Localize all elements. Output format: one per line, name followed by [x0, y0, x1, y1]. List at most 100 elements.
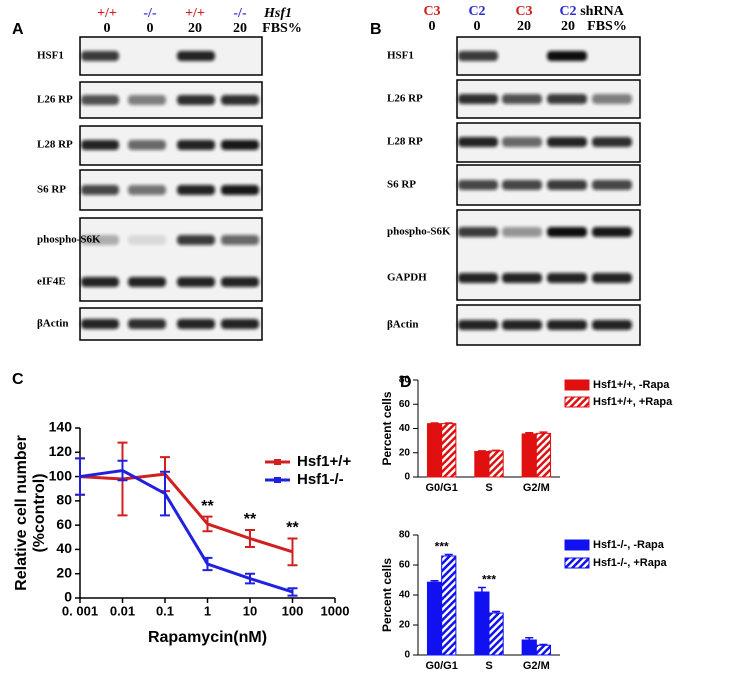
lane-group: C2	[559, 4, 576, 19]
error-bar	[202, 556, 213, 572]
y-axis-label: (%control)	[31, 473, 48, 552]
lane-group: +/+	[185, 6, 205, 21]
lane-fbs: 0	[474, 19, 481, 34]
error-bar	[430, 580, 439, 583]
blot-band	[81, 185, 119, 195]
error-bar	[245, 529, 255, 548]
blot-band	[128, 277, 166, 287]
annotation: **	[201, 498, 214, 515]
x-tick-label: S	[485, 482, 492, 494]
lane-title: shRNA	[580, 4, 624, 19]
bar	[521, 639, 537, 656]
legend-label: Hsf1+/+	[297, 453, 351, 470]
blot-band	[502, 137, 542, 147]
lane-group: -/-	[233, 6, 247, 21]
y-axis-label: Percent cells	[380, 558, 394, 632]
lane-fbs: 0	[429, 19, 436, 34]
lane-group: C3	[423, 4, 440, 19]
y-tick-label: 0	[64, 589, 72, 605]
panel-letter: A	[12, 21, 24, 38]
bar	[474, 451, 490, 478]
y-tick-label: 80	[399, 530, 411, 541]
blot-label: GAPDH	[387, 272, 427, 284]
y-tick-label: 40	[56, 540, 72, 556]
annotation: **	[244, 511, 257, 528]
blot-band	[502, 94, 542, 104]
blot-band	[81, 51, 119, 61]
blot-band	[458, 137, 498, 147]
blot-band	[458, 94, 498, 104]
blot-band	[128, 140, 166, 150]
x-tick-label: G0/G1	[425, 660, 457, 672]
legend-swatch	[564, 557, 590, 569]
bar	[426, 581, 443, 656]
x-axis-label: Rapamycin(nM)	[148, 629, 267, 646]
x-tick-label: 100	[282, 603, 304, 618]
lane-fbs: 20	[517, 19, 531, 34]
blot-band	[547, 137, 587, 147]
y-tick-label: 40	[399, 423, 411, 434]
bar	[521, 433, 537, 478]
legend-label: Hsf1-/-, -Rapa	[593, 539, 665, 551]
lane-group: C2	[468, 4, 485, 19]
error-bar	[525, 637, 534, 640]
blot-label: L28 RP	[387, 136, 423, 148]
blot-band	[221, 140, 259, 150]
blot-band	[458, 180, 498, 190]
lane-group: +/+	[97, 6, 117, 21]
bar	[488, 450, 504, 478]
blot-band	[177, 95, 215, 105]
panel-letter: D	[400, 374, 412, 391]
lane-fbs-title: FBS%	[587, 19, 627, 34]
bar	[535, 644, 552, 656]
x-tick-label: 0.01	[110, 603, 135, 618]
blot-band	[81, 235, 119, 245]
y-tick-label: 60	[399, 399, 411, 410]
error-bar	[160, 470, 170, 517]
blot-frame	[79, 217, 263, 302]
bar	[535, 432, 552, 478]
blot-label: S6 RP	[387, 179, 416, 191]
blot-band	[547, 94, 587, 104]
blot-frame	[456, 209, 641, 301]
x-tick-label: G2/M	[523, 660, 550, 672]
legend-swatch	[564, 539, 590, 551]
y-tick-label: 80	[56, 492, 72, 508]
blot-band	[592, 320, 632, 330]
y-tick-label: 20	[399, 447, 411, 458]
y-tick-label: 40	[399, 590, 411, 601]
blot-band	[592, 227, 632, 237]
legend-marker	[274, 459, 281, 465]
x-tick-label: G2/M	[523, 482, 550, 494]
error-bar	[539, 643, 548, 646]
annotation: **	[286, 520, 299, 537]
blot-label: S6 RP	[37, 184, 66, 196]
x-tick-label: 0. 001	[62, 603, 98, 618]
bar	[488, 612, 504, 656]
blot-band	[128, 235, 166, 245]
bar	[426, 423, 443, 478]
y-axis-label: Percent cells	[380, 391, 394, 465]
lane-fbs-title: FBS%	[262, 21, 302, 36]
legend-label: Hsf1+/+, +Rapa	[593, 396, 673, 408]
x-tick-label: 1000	[321, 603, 350, 618]
error-bar	[477, 586, 486, 592]
x-tick-label: S	[485, 660, 492, 672]
lane-fbs: 20	[561, 19, 575, 34]
bar	[474, 591, 490, 656]
x-tick-label: 0.1	[156, 603, 174, 618]
lane-fbs: 20	[233, 21, 247, 36]
error-bar	[444, 553, 453, 556]
blot-band	[547, 273, 587, 283]
blot-band	[81, 140, 119, 150]
blot-band	[177, 319, 215, 329]
blot-band	[502, 273, 542, 283]
panel-letter: C	[12, 371, 24, 388]
blot-band	[592, 180, 632, 190]
blot-label: HSF1	[37, 50, 64, 62]
blot-label: L26 RP	[387, 93, 423, 105]
y-tick-label: 60	[399, 560, 411, 571]
error-bar	[444, 422, 453, 424]
legend-swatch	[564, 379, 590, 391]
